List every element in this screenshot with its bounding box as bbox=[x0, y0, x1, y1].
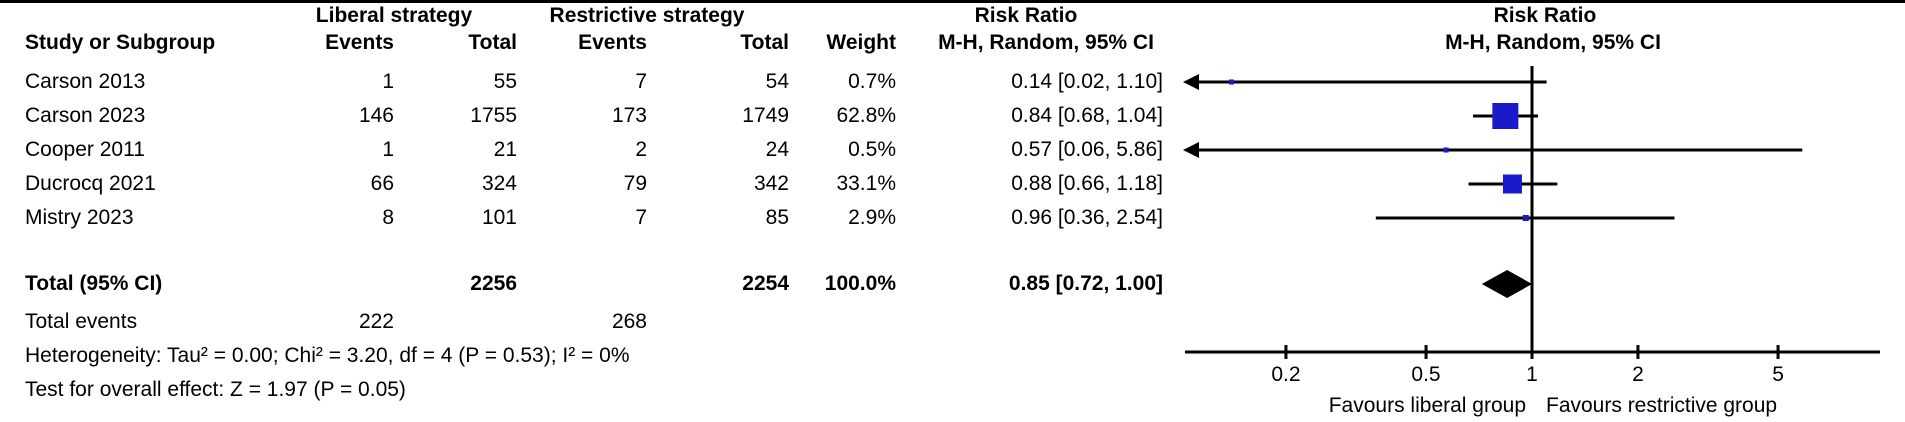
ci-text-cell: 0.84 [0.68, 1.04] bbox=[1011, 104, 1163, 127]
total1-cell: 55 bbox=[493, 70, 517, 93]
total2-cell: 85 bbox=[765, 206, 789, 229]
events1-cell: 1 bbox=[382, 70, 394, 93]
effect-marker bbox=[1228, 79, 1234, 85]
ci-text-cell: 0.88 [0.66, 1.18] bbox=[1011, 172, 1163, 195]
weight-cell: 0.7% bbox=[848, 70, 896, 93]
favours-right-label: Favours restrictive group bbox=[1546, 394, 1777, 417]
total1-cell: 324 bbox=[481, 172, 517, 195]
axis-tick-label: 0.5 bbox=[1411, 363, 1440, 386]
total1-cell: 1755 bbox=[470, 104, 517, 127]
study-label: Carson 2013 bbox=[25, 70, 146, 93]
study-label: Mistry 2023 bbox=[25, 206, 134, 229]
total2-cell: 342 bbox=[753, 172, 789, 195]
method-header-text: M-H, Random, 95% CI bbox=[938, 31, 1154, 54]
weight-cell: 62.8% bbox=[836, 104, 896, 127]
total-events-label: Total events bbox=[25, 310, 138, 333]
col-study-header: Study or Subgroup bbox=[25, 31, 216, 54]
total2-cell: 24 bbox=[765, 138, 789, 161]
events1-cell: 66 bbox=[370, 172, 394, 195]
overall-effect-text: Test for overall effect: Z = 1.97 (P = 0… bbox=[25, 378, 406, 401]
ci-text-cell: 0.96 [0.36, 2.54] bbox=[1011, 206, 1163, 229]
total-events1: 222 bbox=[358, 310, 394, 333]
axis-tick-label: 1 bbox=[1526, 363, 1538, 386]
favours-left-label: Favours liberal group bbox=[1329, 394, 1526, 417]
events1-cell: 146 bbox=[358, 104, 394, 127]
risk-ratio-header-text: Risk Ratio bbox=[974, 4, 1078, 27]
risk-ratio-header-plot: Risk Ratio bbox=[1493, 4, 1597, 27]
events2-cell: 2 bbox=[635, 138, 647, 161]
total1-cell: 21 bbox=[493, 138, 517, 161]
weight-cell: 33.1% bbox=[836, 172, 896, 195]
axis-tick-label: 2 bbox=[1632, 363, 1644, 386]
heterogeneity-text: Heterogeneity: Tau² = 0.00; Chi² = 3.20,… bbox=[25, 344, 630, 367]
ci-text-cell: 0.14 [0.02, 1.10] bbox=[1011, 70, 1163, 93]
total-label: Total (95% CI) bbox=[25, 272, 163, 295]
events2-cell: 7 bbox=[635, 70, 647, 93]
total-diamond bbox=[1481, 270, 1532, 298]
events1-cell: 1 bbox=[382, 138, 394, 161]
events2-cell: 7 bbox=[635, 206, 647, 229]
weight-cell: 2.9% bbox=[848, 206, 896, 229]
col-total1-header: Total bbox=[468, 31, 517, 54]
effect-marker bbox=[1443, 147, 1449, 153]
group1-header: Liberal strategy bbox=[315, 4, 473, 27]
total-events2: 268 bbox=[611, 310, 647, 333]
total2-sum: 2254 bbox=[742, 272, 789, 295]
total-weight: 100.0% bbox=[824, 272, 896, 295]
effect-marker bbox=[1502, 174, 1522, 194]
total1-sum: 2256 bbox=[470, 272, 517, 295]
total-ci-text: 0.85 [0.72, 1.00] bbox=[1008, 272, 1163, 295]
ci-arrow-left bbox=[1183, 74, 1199, 90]
total2-cell: 54 bbox=[765, 70, 789, 93]
events2-cell: 79 bbox=[623, 172, 647, 195]
effect-marker bbox=[1492, 103, 1519, 129]
axis-tick-label: 5 bbox=[1772, 363, 1784, 386]
total2-cell: 1749 bbox=[742, 104, 789, 127]
ci-text-cell: 0.57 [0.06, 5.86] bbox=[1011, 138, 1163, 161]
group2-header: Restrictive strategy bbox=[549, 4, 745, 27]
header-divider bbox=[0, 0, 1905, 3]
weight-cell: 0.5% bbox=[848, 138, 896, 161]
ci-arrow-left bbox=[1183, 142, 1199, 158]
events1-cell: 8 bbox=[382, 206, 394, 229]
effect-marker bbox=[1522, 215, 1529, 221]
study-label: Cooper 2011 bbox=[25, 138, 145, 161]
study-label: Ducrocq 2021 bbox=[25, 172, 156, 195]
col-weight-header: Weight bbox=[826, 31, 896, 54]
events2-cell: 173 bbox=[611, 104, 647, 127]
col-events2-header: Events bbox=[578, 31, 647, 54]
axis-tick-label: 0.2 bbox=[1271, 363, 1300, 386]
total1-cell: 101 bbox=[481, 206, 517, 229]
method-header-plot: M-H, Random, 95% CI bbox=[1445, 31, 1661, 54]
study-label: Carson 2023 bbox=[25, 104, 146, 127]
col-total2-header: Total bbox=[740, 31, 789, 54]
col-events1-header: Events bbox=[325, 31, 394, 54]
